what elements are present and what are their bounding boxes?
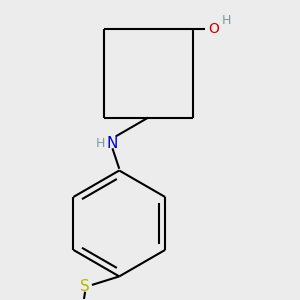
- Text: N: N: [107, 136, 118, 151]
- Text: H: H: [96, 137, 105, 150]
- Text: S: S: [80, 279, 90, 294]
- Text: O: O: [208, 22, 219, 36]
- Text: H: H: [222, 14, 232, 27]
